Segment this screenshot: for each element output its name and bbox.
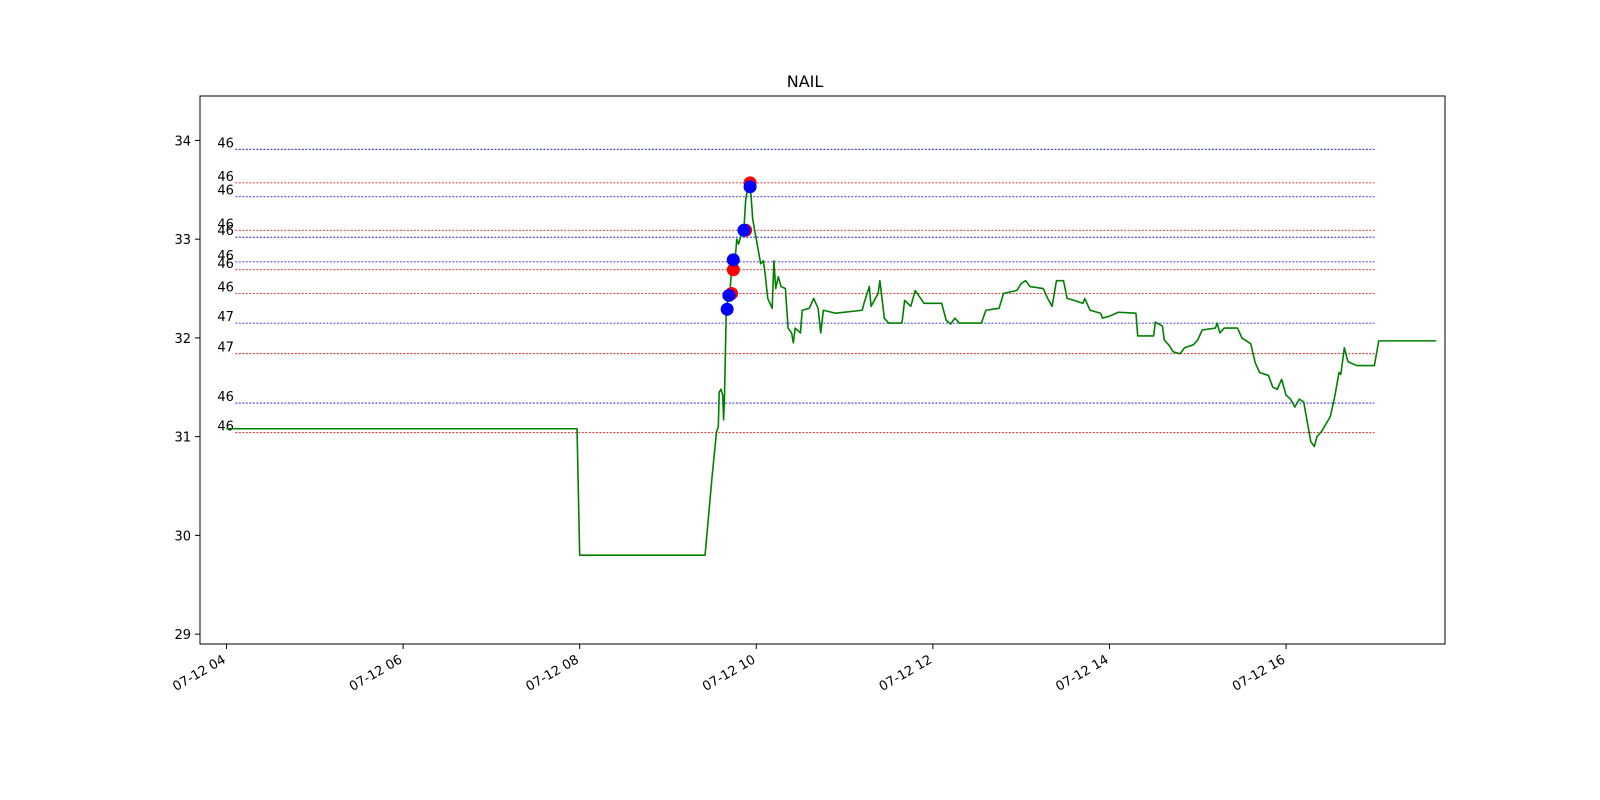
level-label: 46 <box>217 420 234 435</box>
buy-marker <box>743 180 757 194</box>
y-tick-label: 29 <box>174 628 191 643</box>
level-label: 46 <box>217 224 234 239</box>
y-tick-label: 32 <box>174 332 191 347</box>
price-line <box>226 184 1437 556</box>
y-tick-label: 30 <box>174 529 191 544</box>
plot-frame <box>199 95 1446 645</box>
y-axis: 29 30 31 32 33 34 <box>174 134 200 643</box>
level-label: 46 <box>217 249 234 264</box>
level-label: 46 <box>217 184 234 199</box>
chart-title: NAIL <box>787 72 824 91</box>
markers-layer <box>720 176 757 316</box>
buy-marker <box>722 288 736 302</box>
y-tick-label: 34 <box>174 134 191 149</box>
buy-marker <box>726 253 740 267</box>
level-label: 46 <box>217 217 234 232</box>
y-tick-label: 33 <box>174 233 191 248</box>
level-label: 47 <box>217 341 234 356</box>
series-layer <box>226 184 1437 556</box>
level-label: 46 <box>217 390 234 405</box>
level-label: 46 <box>217 136 234 151</box>
level-label: 47 <box>217 310 234 325</box>
sell-marker <box>726 263 740 277</box>
y-tick-label: 31 <box>174 431 191 446</box>
buy-marker <box>737 223 751 237</box>
buy-marker <box>720 302 734 316</box>
level-label: 46 <box>217 170 234 185</box>
level-label: 46 <box>217 280 234 295</box>
level-label: 46 <box>217 257 234 272</box>
